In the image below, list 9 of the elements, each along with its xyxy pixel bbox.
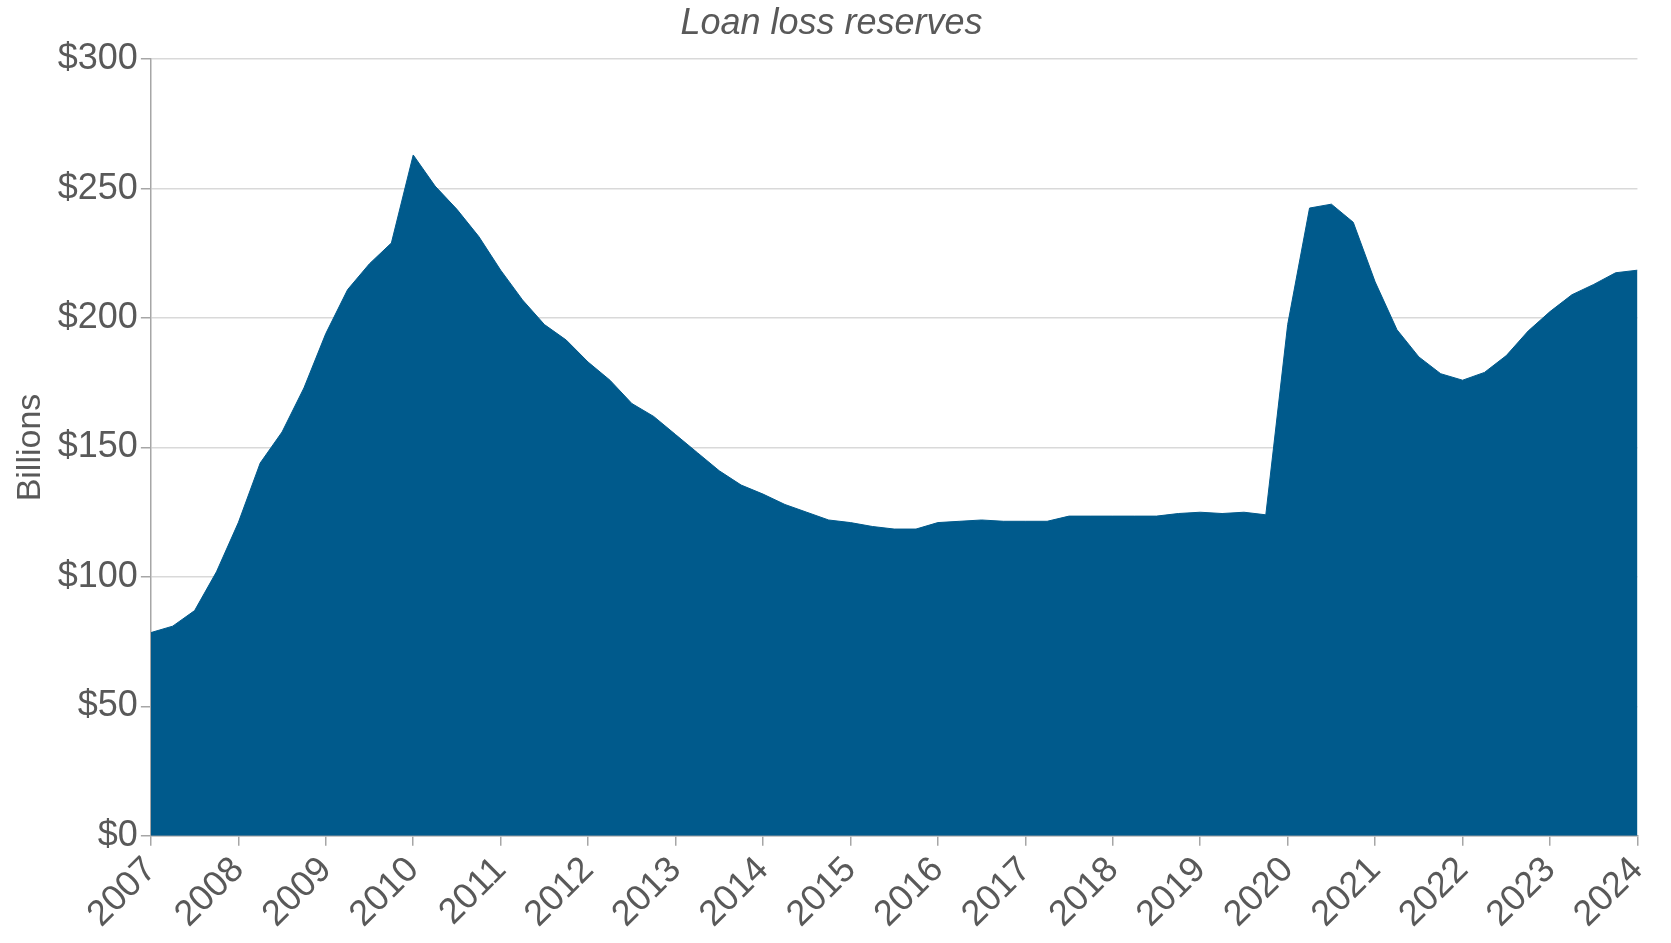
y-tick-label: $0: [97, 812, 138, 854]
chart-title: Loan loss reserves: [680, 0, 983, 42]
y-tick-label: $150: [57, 424, 138, 466]
y-tick-label: $250: [57, 165, 138, 207]
y-axis-title: Billions: [8, 393, 47, 502]
y-tick-label: $200: [57, 295, 138, 336]
y-tick-label: $100: [57, 553, 138, 595]
y-tick-label: $300: [57, 36, 138, 78]
y-tick-label: $50: [77, 683, 138, 725]
